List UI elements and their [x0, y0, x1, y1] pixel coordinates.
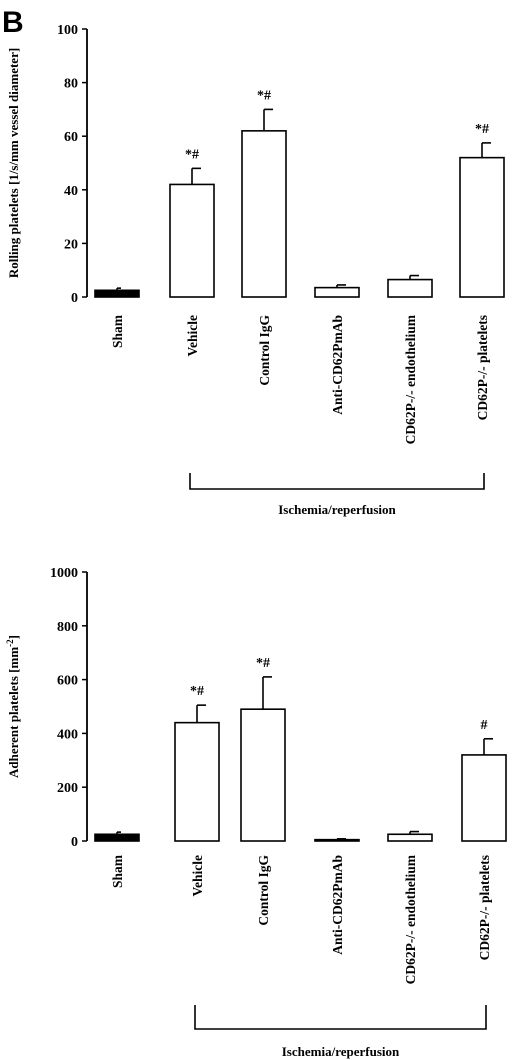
significance-marker: *#: [185, 147, 199, 162]
category-label-control-igg: Control IgG: [257, 315, 272, 386]
category-label-cd62p-endothelium: CD62P-/- endothelium: [403, 314, 418, 444]
category-label-sham: Sham: [110, 854, 125, 888]
category-label-anti-cd62pmab: Anti-CD62PmAb: [330, 315, 345, 415]
y-tick-label: 200: [57, 781, 78, 796]
y-axis-title-superscript: -2: [5, 639, 15, 647]
significance-marker: *#: [257, 88, 271, 103]
y-tick-label: 600: [57, 674, 78, 689]
category-label-anti-cd62pmab: Anti-CD62PmAb: [330, 855, 345, 955]
y-axis-title: Adherent platelets [mm-2]: [5, 635, 21, 778]
group-bracket-label: Ischemia/reperfusion: [282, 1044, 400, 1059]
category-label-vehicle: Vehicle: [185, 315, 200, 357]
category-label-vehicle: Vehicle: [190, 855, 205, 897]
y-tick-label: 0: [71, 291, 78, 306]
y-tick-label: 100: [57, 23, 78, 38]
panel-letter: B: [2, 6, 24, 39]
category-label-sham: Sham: [110, 314, 125, 348]
bar-cd62p-endothelium: [387, 833, 433, 842]
y-tick-label: 40: [64, 184, 78, 199]
category-label-control-igg: Control IgG: [256, 855, 271, 926]
bar-anti-cd62pmab: [314, 286, 360, 298]
y-tick-label: 800: [57, 620, 78, 635]
y-axis-title: Rolling platelets [1/s/mm vessel diamete…: [6, 48, 21, 278]
chart-rolling-platelets: 0 20 40 60 80 100 Rolling platelets [1/s/mm ve…: [6, 23, 505, 517]
chart-adherent-platelets: 0 200 400 600 800 1000 Adherent platelets [mm-…: [5, 566, 507, 1059]
bar-control-igg: [240, 708, 286, 842]
y-tick-label: 0: [71, 835, 78, 850]
category-label-cd62p-platelets: CD62P-/- platelets: [475, 315, 490, 420]
y-tick-label: 60: [64, 130, 78, 145]
significance-marker: #: [481, 718, 488, 733]
y-axis-title-suffix: ]: [6, 635, 21, 639]
bar-sham: [94, 833, 140, 842]
significance-marker: *#: [190, 684, 204, 699]
bar-control-igg: [241, 130, 287, 298]
bar-anti-cd62pmab: [314, 838, 360, 842]
category-label-cd62p-platelets: CD62P-/- platelets: [477, 855, 492, 960]
bar-cd62p-endothelium: [387, 278, 433, 298]
group-bracket: [189, 473, 485, 490]
bar-cd62p-platelets: [461, 754, 507, 842]
group-bracket-label: Ischemia/reperfusion: [278, 502, 396, 517]
y-tick-label: 20: [64, 237, 78, 252]
bar-vehicle: [174, 721, 220, 842]
y-tick-label: 400: [57, 727, 78, 742]
y-tick-label: 80: [64, 77, 78, 92]
bar-cd62p-platelets: [459, 156, 505, 298]
y-tick-label: 1000: [50, 566, 78, 581]
group-bracket: [194, 1005, 487, 1030]
significance-marker: *#: [256, 656, 270, 671]
bar-sham: [94, 289, 140, 298]
significance-marker: *#: [475, 122, 489, 137]
bar-vehicle: [169, 183, 215, 298]
category-label-cd62p-endothelium: CD62P-/- endothelium: [403, 854, 418, 984]
